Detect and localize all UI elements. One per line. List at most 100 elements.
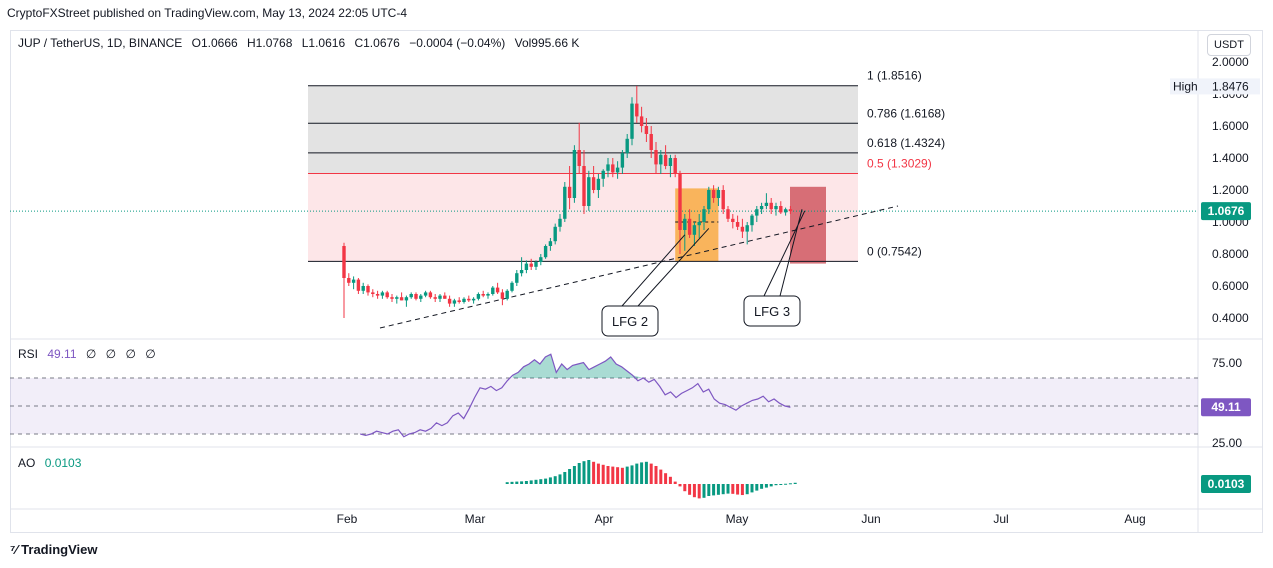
ao-bar (702, 484, 706, 498)
ao-pane: 0.0103 (505, 460, 1251, 499)
candle-body (731, 218, 735, 222)
ao-bar (779, 484, 783, 485)
last-price-value: 1.0676 (1208, 204, 1245, 218)
ao-bar (592, 461, 596, 484)
ao-bar (534, 479, 538, 484)
candle-body (668, 158, 673, 166)
ao-bar (716, 484, 720, 495)
candle-body (788, 209, 793, 212)
symbol-name[interactable]: JUP / TetherUS, 1D, BINANCE (18, 36, 183, 50)
ao-name[interactable]: AO (18, 456, 36, 470)
candle-body (467, 298, 471, 301)
ao-bar (692, 484, 696, 498)
candle-body (375, 294, 380, 296)
rsi-overbought-fill (512, 354, 644, 378)
fib-label: 0.5 (1.3029) (867, 157, 932, 171)
open-value: O1.0666 (191, 36, 238, 50)
price-tick-label: 0.8000 (1212, 247, 1249, 261)
ao-bar (659, 469, 663, 484)
candle-body (759, 206, 764, 210)
rsi-param: ∅ (145, 347, 156, 361)
candle-body (764, 202, 769, 206)
callout-box (743, 295, 801, 327)
price-tick-label: 0.6000 (1212, 279, 1249, 293)
ao-bar (539, 479, 543, 484)
candle-body (740, 226, 745, 232)
publisher-line: CryptoFXStreet published on TradingView.… (7, 6, 407, 20)
candle-body (366, 286, 370, 293)
time-tick-label: Apr (595, 512, 614, 526)
rsi-legend: RSI 49.11 ∅ ∅ ∅ ∅ (18, 347, 156, 361)
ao-bar (688, 484, 692, 495)
ao-bar (774, 484, 778, 486)
time-axis: Feb Mar Apr May Jun Jul Aug (337, 512, 1146, 526)
candle-body (443, 295, 447, 299)
rsi-pane: 75.00 25.00 49.11 (10, 353, 1251, 450)
price-tick-label: 1.2000 (1212, 183, 1249, 197)
ao-bar (736, 484, 740, 495)
ao-bar (731, 484, 735, 494)
candle-body (505, 290, 509, 299)
rsi-param: ∅ (125, 347, 136, 361)
ao-bar (563, 472, 567, 484)
high-marker-bg (1170, 78, 1260, 95)
callout-pointer (763, 209, 806, 297)
candle-body (755, 209, 759, 216)
ao-bar (548, 477, 552, 484)
ao-bar (596, 463, 600, 484)
time-tick-label: Mar (465, 512, 486, 526)
price-tick-label: 0.4000 (1212, 311, 1249, 325)
ao-bar (635, 463, 639, 484)
fib-label: 0.618 (1.4324) (867, 136, 945, 150)
price-tick-label: 1.6000 (1212, 119, 1249, 133)
ao-value-tag (1201, 475, 1251, 493)
candle-body (510, 282, 514, 291)
candle-body (481, 294, 485, 296)
candle-body (495, 287, 500, 293)
rsi-name[interactable]: RSI (18, 347, 39, 361)
fib-zone-upper (308, 85, 858, 174)
candle-body (726, 209, 730, 219)
candle-body (711, 190, 716, 198)
lfg2-zone (675, 188, 719, 262)
candle-body (692, 225, 697, 235)
brand-label: TradingView (21, 542, 98, 557)
candle-body (447, 298, 452, 304)
candle-body (721, 190, 725, 210)
rsi-line (360, 353, 791, 438)
currency-button[interactable]: USDT (1207, 34, 1251, 56)
ao-bar (577, 463, 581, 484)
ao-bar (568, 469, 572, 484)
candle-body (433, 297, 437, 299)
ao-bar (587, 460, 591, 484)
tradingview-brand[interactable]: ⁷⁄ TradingView (10, 542, 98, 557)
low-value: L1.0616 (301, 36, 346, 50)
candle-body (649, 134, 653, 150)
candle-body (534, 262, 538, 267)
grid-lines (10, 31, 1263, 532)
candle-body (783, 209, 788, 213)
candle-body (716, 190, 721, 198)
trend-lines (10, 205, 1198, 329)
candle-body (395, 297, 399, 299)
candle-body (567, 186, 572, 198)
candle-body (572, 150, 577, 198)
ao-legend: AO 0.0103 (18, 456, 81, 470)
candle-body (745, 225, 749, 232)
fib-label: 0 (0.7542) (867, 244, 922, 258)
rsi-value-tag (1201, 398, 1251, 417)
ao-bar (697, 484, 701, 499)
candle-body (582, 166, 586, 206)
candle-body (620, 153, 625, 168)
callout-label: LFG 3 (754, 304, 790, 319)
ao-value: 0.0103 (44, 456, 82, 470)
candle-body (390, 297, 394, 299)
high-value: H1.0768 (247, 36, 293, 50)
ao-bar (620, 467, 624, 484)
candle-body (476, 294, 481, 299)
candle-body (635, 103, 639, 117)
chart-frame (10, 30, 1263, 533)
time-tick-label: May (726, 512, 749, 526)
time-tick-label: Aug (1124, 512, 1145, 526)
